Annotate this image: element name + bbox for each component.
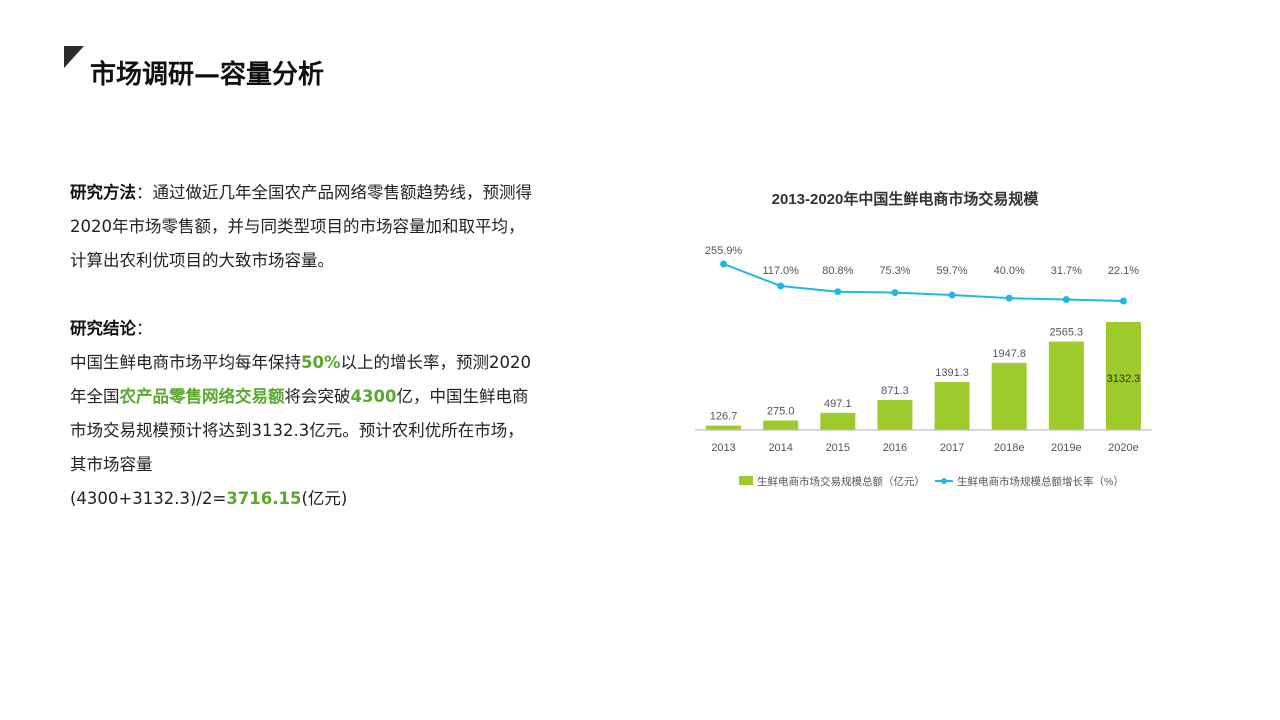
legend-line-marker [941, 478, 947, 484]
bar-label-2016: 871.3 [881, 385, 909, 397]
bar-label-2018e: 1947.8 [992, 348, 1026, 360]
research-method-sep: ： [136, 183, 153, 202]
growth-point-2020e [1119, 297, 1127, 305]
bar-2019e [1048, 341, 1084, 430]
conclusion-text-2: 以上的增长率，预测2020年全国 [70, 353, 531, 406]
x-tick-label-2018e: 2018e [994, 442, 1025, 454]
legend-bar-swatch [739, 476, 753, 485]
growth-point-2018e [1005, 294, 1013, 302]
bar-label-2020e: 3132.3 [1107, 373, 1141, 385]
capacity-result-highlight: 3716.15 [226, 489, 302, 508]
research-method-block: 研究方法：通过做近几年全国农产品网络零售额趋势线，预测得2020年市场零售额，并… [70, 176, 540, 278]
x-tick-label-2013: 2013 [711, 442, 735, 454]
x-tick-label-2019e: 2019e [1051, 442, 1082, 454]
growth-rate-line [723, 263, 1124, 302]
bar-label-2013: 126.7 [710, 411, 738, 423]
growth-point-2017 [948, 291, 956, 299]
bar-2020e [1105, 322, 1141, 430]
conclusion-text-1: 中国生鲜电商市场平均每年保持 [70, 353, 301, 372]
x-tick-label-2015: 2015 [826, 442, 850, 454]
capacity-formula: (4300+3132.3)/2= [70, 489, 227, 508]
growth-label-2018e: 40.0% [994, 265, 1025, 277]
growth-label-2019e: 31.7% [1051, 265, 1082, 277]
growth-point-2014 [777, 282, 785, 290]
legend-bar-label: 生鲜电商市场交易规模总额（亿元） [757, 475, 925, 488]
conclusion-text-3: 将会突破 [284, 387, 351, 406]
bar-2018e [991, 362, 1027, 430]
growth-label-2015: 80.8% [822, 265, 853, 277]
growth-point-2015 [834, 288, 842, 296]
online-retail-highlight: 农产品零售网络交易额 [119, 387, 285, 406]
growth-point-2013 [720, 260, 728, 268]
bar-label-2019e: 2565.3 [1049, 327, 1083, 339]
bar-label-2014: 275.0 [767, 406, 795, 418]
research-method-text: 通过做近几年全国农产品网络零售额趋势线，预测得2020年市场零售额，并与同类型项… [70, 183, 532, 270]
research-conclusion-sep: ： [136, 319, 153, 338]
bar-2016 [877, 399, 913, 430]
research-method-label: 研究方法 [70, 183, 136, 202]
x-tick-label-2017: 2017 [940, 442, 964, 454]
chart-svg: 2013-2020年中国生鲜电商市场交易规模 126.7 2013 275.0 2014… [695, 190, 1152, 488]
growth-label-2017: 59.7% [936, 265, 967, 277]
growth-point-2016 [891, 289, 899, 297]
market-size-chart: 2013-2020年中国生鲜电商市场交易规模 126.7 2013 275.0 2014… [690, 180, 1160, 500]
growth-point-2019e [1062, 295, 1070, 303]
x-tick-label-2014: 2014 [768, 442, 792, 454]
research-conclusion-heading: 研究结论： [70, 312, 540, 346]
growth-label-2020e: 22.1% [1108, 265, 1139, 277]
x-tick-label-2016: 2016 [883, 442, 907, 454]
bar-2017 [934, 382, 970, 430]
bar-2014 [763, 420, 799, 430]
conclusion-unit: (亿元) [301, 489, 348, 508]
research-method-paragraph: 研究方法：通过做近几年全国农产品网络零售额趋势线，预测得2020年市场零售额，并… [70, 176, 540, 278]
title-corner-mark [64, 46, 84, 68]
bar-label-2017: 1391.3 [935, 367, 969, 379]
bar-2015 [820, 412, 856, 430]
research-conclusion-block: 研究结论： 中国生鲜电商市场平均每年保持50%以上的增长率，预测2020年全国农… [70, 312, 540, 516]
x-tick-label-2020e: 2020e [1108, 442, 1139, 454]
legend-line-label: 生鲜电商市场规模总额增长率（%） [957, 475, 1124, 488]
growth-label-2013: 255.9% [705, 245, 743, 257]
growth-label-2014: 117.0% [762, 265, 799, 277]
research-conclusion-paragraph: 中国生鲜电商市场平均每年保持50%以上的增长率，预测2020年全国农产品零售网络… [70, 346, 540, 516]
chart-title: 2013-2020年中国生鲜电商市场交易规模 [772, 190, 1040, 208]
amount-highlight: 4300 [350, 387, 397, 406]
growth-rate-highlight: 50% [301, 353, 341, 372]
page-title: 市场调研—容量分析 [90, 60, 325, 90]
research-conclusion-label: 研究结论 [70, 319, 136, 338]
bar-2013 [706, 425, 742, 430]
conclusion-text-4: 亿，中国生鲜电商市场交易规模预计将达到3132.3亿元。预计农利优所在市场，其市… [70, 387, 529, 474]
growth-label-2016: 75.3% [879, 265, 910, 277]
bar-label-2015: 497.1 [824, 398, 852, 410]
